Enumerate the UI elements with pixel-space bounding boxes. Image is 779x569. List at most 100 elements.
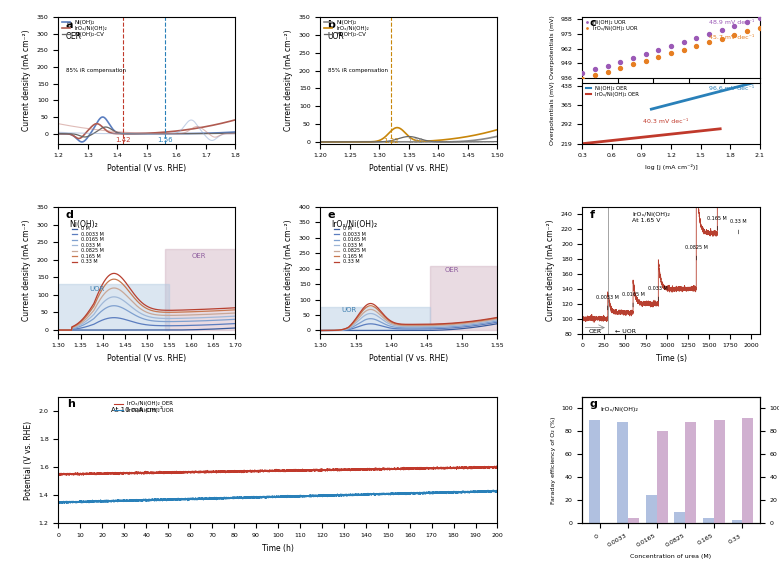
Bar [617,422,628,523]
0.0165 M [139,316,149,323]
IrOₓ/Ni(OH)₂ [74,135,83,142]
0.033 M [199,314,209,321]
0.0165 M [412,324,421,331]
Ni(OH)₂-CV [139,130,148,137]
Ni(OH)₂ [150,130,160,137]
0.33 M [199,306,209,313]
0.0825 M [54,327,63,333]
IrOₓ/Ni(OH)₂ UOR [379,490,389,497]
Point [627,60,640,69]
0.0825 M [231,310,240,316]
Point [753,14,766,23]
Y-axis label: Overpotentials (mV): Overpotentials (mV) [550,81,555,145]
Legend: Ni(OH)₂, IrOₓ/Ni(OH)₂, Ni(OH)₂-CV: Ni(OH)₂, IrOₓ/Ni(OH)₂, Ni(OH)₂-CV [62,20,108,38]
Ni(OH)₂-CV [54,130,63,137]
Ni(OH)₂ [493,133,502,139]
IrOₓ/Ni(OH)₂ OER [76,471,85,477]
Ni(OH)₂ [231,129,240,135]
Legend: IrOₓ/Ni(OH)₂ OER, IrOₓ/Ni(OH)₂ UOR: IrOₓ/Ni(OH)₂ OER, IrOₓ/Ni(OH)₂ UOR [114,401,174,413]
Text: 1.42: 1.42 [115,137,131,143]
0.033 M [150,315,159,321]
Ni(OH)₂-CV [231,130,240,137]
Line: IrOₓ/Ni(OH)₂ UOR: IrOₓ/Ni(OH)₂ UOR [58,490,498,504]
Ni(OH)₂ [160,130,169,137]
Text: a: a [65,19,73,30]
0.0165 M [400,324,410,331]
Text: c: c [590,18,596,28]
0 M [139,327,148,333]
Ni(OH)₂-CV [412,134,421,141]
0.33 M [110,270,119,277]
0.33 M [400,321,410,328]
IrOₓ/Ni(OH)₂ OER [333,466,342,473]
0.0825 M [461,320,471,327]
0.0825 M [412,322,421,329]
0.033 M [139,311,149,318]
IrOₓ/Ni(OH)₂ [393,124,402,131]
X-axis label: Potential (V vs. RHE): Potential (V vs. RHE) [369,354,449,363]
Point [576,75,589,84]
0.0033 M [138,321,147,328]
0.0825 M [315,327,325,334]
Y-axis label: Potential (V vs. RHE): Potential (V vs. RHE) [24,420,33,500]
0 M [400,327,409,334]
Ni(OH)₂-CV [150,130,160,137]
0.0033 M [150,322,159,329]
0 M [231,324,240,331]
IrOₓ/Ni(OH)₂ [199,123,209,130]
Bar [430,266,498,331]
Point [728,22,741,31]
Line: 0.0165 M: 0.0165 M [58,306,235,330]
Bar [320,307,430,331]
0.33 M [493,314,502,321]
IrOₓ/Ni(OH)₂ [489,127,499,134]
Ni(OH)₂ [421,138,431,145]
0.0033 M [493,319,502,325]
Bar [646,494,657,523]
0 M [199,326,208,333]
Point [664,49,677,58]
Y-axis label: Current density (mA cm⁻²): Current density (mA cm⁻²) [546,220,555,321]
0 M [461,325,471,332]
Point [640,49,652,58]
Text: h: h [67,399,75,410]
Point [576,69,589,78]
Legend: Ni(OH)₂, IrOₓ/Ni(OH)₂, Ni(OH)₂-CV: Ni(OH)₂, IrOₓ/Ni(OH)₂, Ni(OH)₂-CV [323,20,370,38]
0.0165 M [493,318,502,324]
Y-axis label: Current density (mA cm⁻²): Current density (mA cm⁻²) [284,220,294,321]
Point [690,34,703,43]
Point [652,52,664,61]
Ni(OH)₂-CV [139,130,149,137]
Ni(OH)₂-CV [315,138,325,145]
Text: 96.6 mV dec⁻¹: 96.6 mV dec⁻¹ [709,86,754,91]
Line: 0 M: 0 M [58,328,235,330]
0.165 M [150,308,159,315]
0 M [150,327,159,333]
Point [640,56,652,65]
Text: 45.7 mV dec⁻¹: 45.7 mV dec⁻¹ [709,35,754,40]
0.165 M [227,307,236,314]
Point [753,23,766,32]
IrOₓ/Ni(OH)₂ [160,129,169,135]
0.0165 M [54,327,63,333]
Legend: 0 M, 0.0033 M, 0.0165 M, 0.033 M, 0.0825 M, 0.165 M, 0.33 M: 0 M, 0.0033 M, 0.0165 M, 0.033 M, 0.0825… [72,226,104,265]
IrOₓ/Ni(OH)₂ OER [75,472,84,479]
0.33 M [227,304,236,311]
Bar [686,422,696,523]
Ni(OH)₂ [77,138,86,145]
0 M [315,327,325,334]
Text: At 10 mA cm⁻²: At 10 mA cm⁻² [111,407,163,413]
0 M [54,327,63,333]
Point [614,57,626,66]
0.0825 M [493,315,502,322]
Point [652,46,664,55]
Text: 0.165 M: 0.165 M [707,216,728,230]
0.0033 M [315,327,325,334]
Y-axis label: Faraday efficiency of O₂ (%): Faraday efficiency of O₂ (%) [551,417,555,504]
0.033 M [231,313,240,320]
0.0165 M [150,318,159,324]
Bar [714,420,724,523]
Text: 0.0825 M: 0.0825 M [685,245,708,260]
0.33 M [160,307,169,314]
0.165 M [366,302,375,309]
